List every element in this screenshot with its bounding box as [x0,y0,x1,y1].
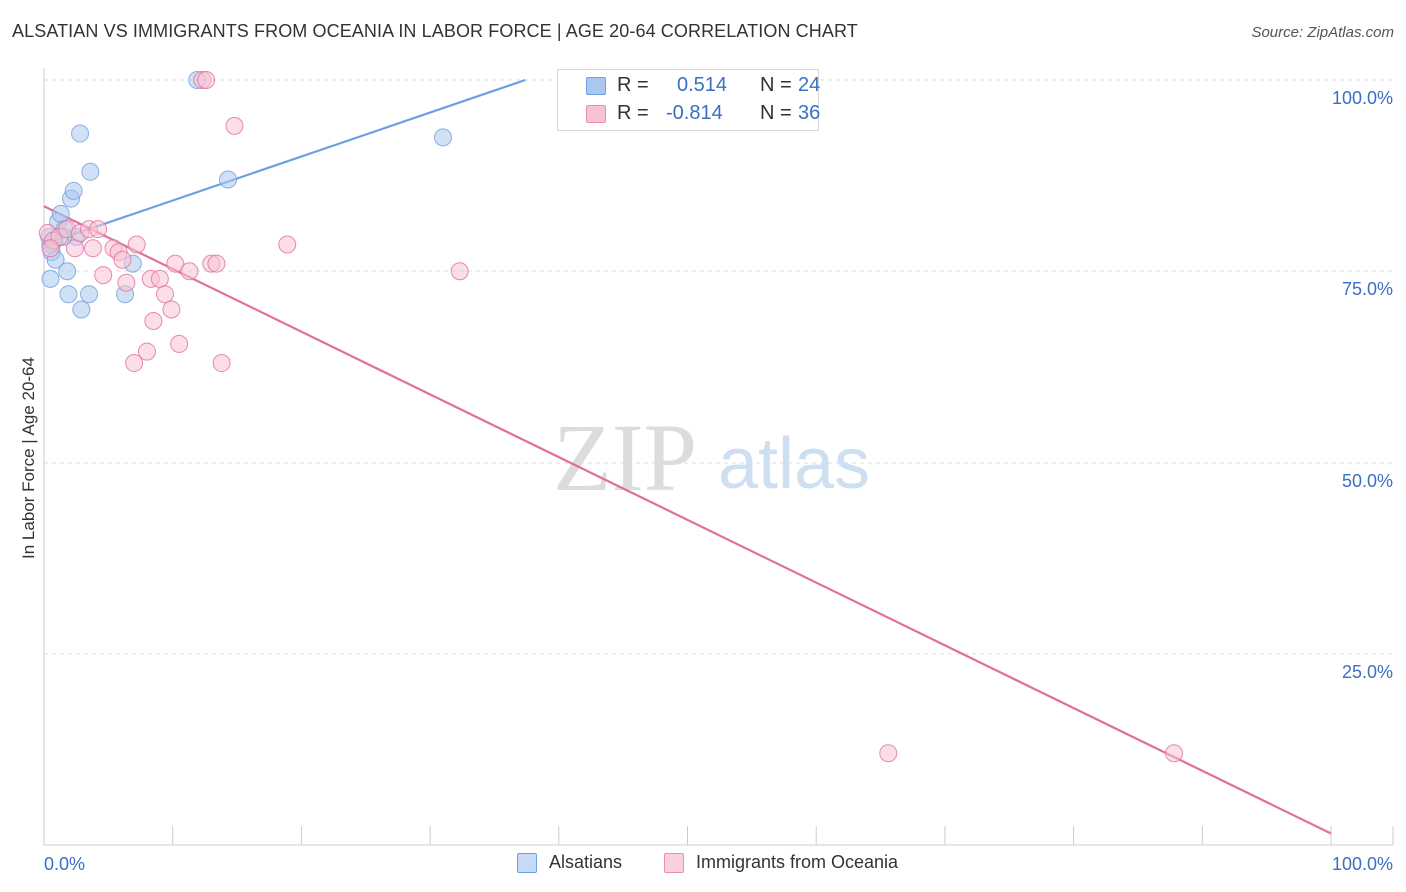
legend-n-label: N = [760,74,792,96]
data-point-oceania [166,254,185,273]
data-point-oceania [144,311,163,330]
y-tick-label: 75.0% [1342,279,1393,299]
trend-line-oceania [43,205,1332,835]
data-point-oceania [150,269,169,288]
data-point-oceania [180,262,199,281]
watermark-zip: ZIP [553,404,697,511]
legend-r-value: 0.514 [677,74,728,96]
data-point-oceania [127,235,146,254]
data-point-oceania [89,220,108,239]
data-point-oceania [212,354,231,373]
data-point-alsatians [71,124,90,143]
trend-lines [43,78,1332,835]
grid-lines [44,79,1393,655]
data-point-oceania [117,273,136,292]
data-points [38,71,1183,763]
data-point-oceania [94,266,113,285]
bottom-legend-label: Immigrants from Oceania [696,852,899,872]
data-point-alsatians [41,269,60,288]
legend-swatch-alsatians [586,77,606,95]
data-point-oceania [450,262,469,281]
data-point-oceania [225,116,244,135]
legend-n-value: 24 [798,74,821,96]
data-point-alsatians [59,285,78,304]
bottom-legend-swatch-oceania [664,853,684,873]
data-point-oceania [137,342,156,361]
data-point-alsatians [80,285,99,304]
axes [43,68,1394,846]
data-point-oceania [113,250,132,269]
data-point-oceania [125,354,144,373]
source-label: Source: ZipAtlas.com [1251,24,1394,41]
data-point-oceania [278,235,297,254]
data-point-alsatians [51,204,70,223]
legend-n-label: N = [760,102,792,124]
legend-swatch-oceania [586,105,606,123]
legend-r-value: -0.814 [666,102,723,124]
legend-r-label: R = [617,102,649,124]
chart-title: ALSATIAN VS IMMIGRANTS FROM OCEANIA IN L… [12,21,858,41]
legend-r-label: R = [617,74,649,96]
data-point-oceania [207,254,226,273]
data-point-oceania [197,71,216,89]
data-point-alsatians [64,181,83,200]
x-tick-label: 0.0% [44,854,85,874]
correlation-legend: R = 0.514 N = 24 R = -0.814 N = 36 [557,69,821,131]
bottom-legend-label: Alsatians [549,852,623,872]
data-point-alsatians [433,128,452,147]
bottom-legend-swatch-alsatians [517,853,537,873]
data-point-oceania [879,744,898,763]
tick-labels: 25.0% 50.0% 75.0% 100.0% 0.0% 100.0% [44,88,1393,874]
data-point-alsatians [72,300,91,319]
trend-line-alsatians [43,78,526,246]
x-tick-label: 100.0% [1332,854,1393,874]
data-point-oceania [162,300,181,319]
data-point-alsatians [219,170,238,189]
data-point-alsatians [58,262,77,281]
data-point-alsatians [81,162,100,181]
data-point-oceania [1164,744,1183,763]
watermark-atlas: atlas [718,424,870,504]
data-point-oceania [155,285,174,304]
data-point-oceania [83,239,102,258]
data-point-oceania [65,239,84,258]
y-tick-label: 25.0% [1342,662,1393,682]
data-point-oceania [170,334,189,353]
data-point-oceania [41,239,60,258]
legend-n-value: 36 [798,102,821,124]
watermark: ZIP atlas [553,404,870,511]
y-tick-label: 50.0% [1342,471,1393,491]
y-tick-label: 100.0% [1332,88,1393,108]
y-axis-label: In Labor Force | Age 20-64 [19,357,38,559]
